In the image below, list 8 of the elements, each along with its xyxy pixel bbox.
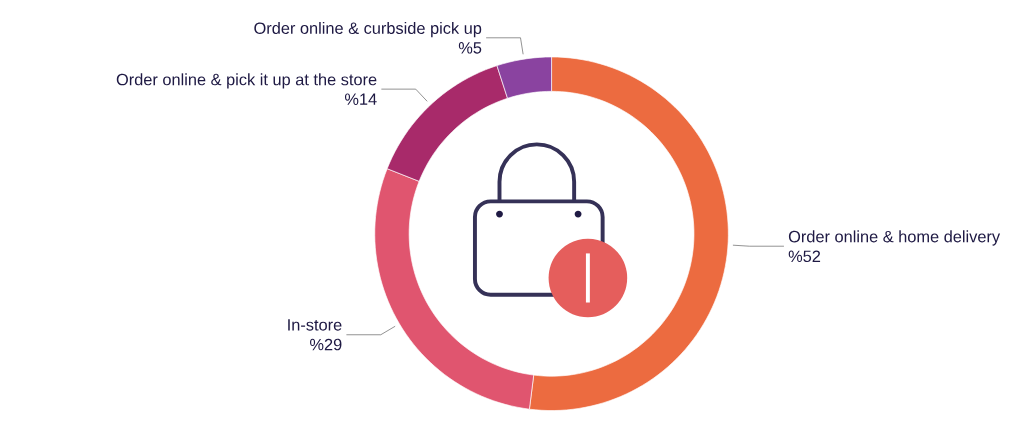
data-label: %5 <box>458 41 482 54</box>
data-label: %52 <box>788 250 821 262</box>
data-label: %14 <box>344 93 377 105</box>
slice-label: Order online & curbside pick up <box>254 21 482 38</box>
slice-label: Order online & home delivery <box>788 230 1001 246</box>
slice-label: In-store <box>288 319 342 331</box>
slice-label: Order online & pick it up at the store <box>116 73 377 89</box>
data-label: %29 <box>310 338 342 351</box>
